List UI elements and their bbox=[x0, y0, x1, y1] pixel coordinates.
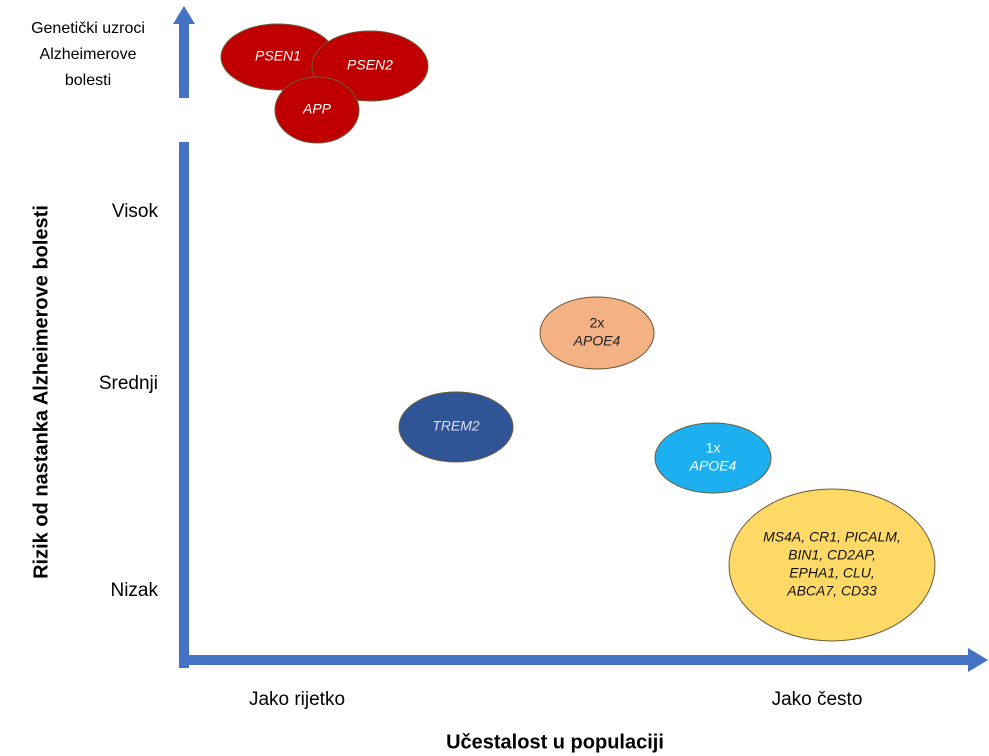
y-level: Visok bbox=[112, 201, 159, 222]
y-axis-title: Rizik od nastanka Alzheimerove bolesti bbox=[30, 205, 52, 579]
node-label: 2x bbox=[590, 315, 605, 331]
node-ellipse bbox=[398, 391, 514, 463]
node-label: APP bbox=[302, 101, 332, 117]
x-level: Jako rijetko bbox=[249, 689, 345, 710]
node-ellipse bbox=[274, 76, 360, 144]
node-label: EPHA1, CLU, bbox=[789, 565, 875, 581]
x-axis bbox=[184, 655, 970, 665]
node-label: PSEN2 bbox=[347, 57, 393, 73]
top-label: Genetički uzroci bbox=[31, 20, 145, 37]
top-label: Alzheimerove bbox=[40, 46, 137, 63]
node-label: APOE4 bbox=[573, 333, 621, 349]
node-label: APOE4 bbox=[689, 458, 737, 474]
y-level: Srednji bbox=[99, 373, 158, 394]
node-label: 1x bbox=[706, 440, 721, 456]
node-ellipse bbox=[654, 422, 772, 494]
axes bbox=[173, 6, 988, 672]
x-axis-title: Učestalost u populaciji bbox=[446, 731, 664, 753]
node-label: BIN1, CD2AP, bbox=[788, 547, 876, 563]
x-axis-arrowhead bbox=[968, 648, 988, 672]
y-axis-lower bbox=[179, 142, 189, 668]
node-label: ABCA7, CD33 bbox=[786, 583, 877, 599]
node-label: TREM2 bbox=[432, 418, 480, 434]
y-level: Nizak bbox=[110, 580, 158, 601]
node-ellipse bbox=[728, 488, 936, 642]
top-label: bolesti bbox=[65, 72, 111, 89]
y-axis-upper bbox=[179, 22, 189, 98]
x-level: Jako često bbox=[772, 689, 863, 710]
labels: Genetički uzroci Alzheimerove bolesti Rizik… bbox=[30, 20, 862, 753]
node-label: MS4A, CR1, PICALM, bbox=[763, 529, 901, 545]
nodes: PSEN1 PSEN2 APP 2x APOE4 TREM2 1x APOE4 MS4A, CR… bbox=[220, 23, 936, 642]
node-ellipse bbox=[539, 296, 655, 370]
node-label: PSEN1 bbox=[255, 48, 301, 64]
y-axis-arrowhead bbox=[173, 6, 195, 24]
